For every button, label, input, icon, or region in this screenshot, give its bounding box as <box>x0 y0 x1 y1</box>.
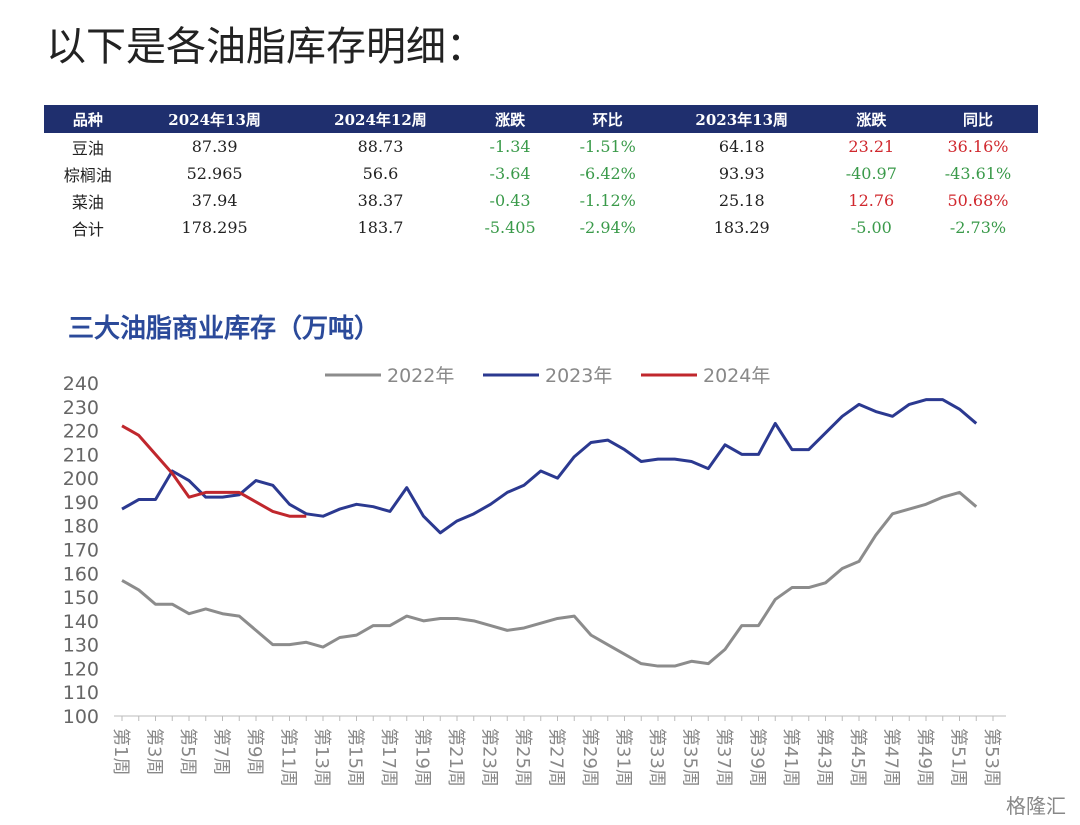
x-tick-label: 第47周 <box>881 728 902 787</box>
x-tick-label: 第43周 <box>814 728 835 787</box>
x-tick-label: 第29周 <box>579 728 600 787</box>
x-tick-label: 第45周 <box>847 728 868 787</box>
x-tick-label: 第17周 <box>378 728 399 787</box>
table-cell: -1.34 <box>489 137 531 156</box>
y-tick-label: 240 <box>63 373 99 395</box>
heading: 以下是各油脂库存明细： <box>46 24 486 70</box>
table-cell: 87.39 <box>191 137 238 156</box>
x-tick-label: 第25周 <box>512 728 533 787</box>
legend-label: 2022年 <box>387 365 454 387</box>
table-cell: 183.29 <box>713 218 770 237</box>
series-line <box>121 424 307 518</box>
table-cell: 棕榈油 <box>63 165 112 185</box>
x-tick-label: 第31周 <box>613 728 634 787</box>
table-cell: -5.405 <box>484 218 536 237</box>
column-header: 涨跌 <box>824 105 918 133</box>
x-tick-label: 第33周 <box>646 728 667 787</box>
table-cell: -1.51% <box>579 137 636 156</box>
table-row: 合计 178.295 183.7 -5.405 -2.94% 183.29 -5.00 -2.… <box>44 214 1038 241</box>
table-cell: -5.00 <box>850 218 892 237</box>
table-row: 菜油 37.94 38.37 -0.43 -1.12% 25.18 12.76 50.68% <box>44 187 1038 214</box>
x-tick-label: 第37周 <box>713 728 734 787</box>
series-line <box>121 490 978 668</box>
x-tick-label: 第23周 <box>479 728 500 787</box>
y-tick-label: 130 <box>63 635 99 657</box>
y-tick-label: 100 <box>63 706 99 728</box>
x-tick-label: 第7周 <box>211 728 232 775</box>
table-cell: 38.37 <box>357 191 404 210</box>
table-cell: -43.61% <box>944 164 1012 183</box>
x-tick-label: 第11周 <box>278 728 299 787</box>
column-header: 涨跌 <box>463 105 557 133</box>
column-header: 2024年13周 <box>131 105 298 133</box>
inventory-table: 品种 2024年13周 2024年12周 涨跌 环比 2023年13周 涨跌 同比 豆油 87.3… <box>44 105 1038 241</box>
table-cell: 豆油 <box>71 138 104 158</box>
table-cell: 合计 <box>71 219 104 239</box>
x-tick-label: 第9周 <box>244 728 265 775</box>
y-tick-label: 110 <box>63 682 99 704</box>
x-tick-label: 第13周 <box>311 728 332 787</box>
x-tick-label: 第19周 <box>412 728 433 787</box>
y-tick-label: 160 <box>63 563 99 585</box>
x-tick-label: 第39周 <box>747 728 768 787</box>
table-cell: -40.97 <box>845 164 897 183</box>
table-cell: 93.93 <box>718 164 765 183</box>
x-tick-label: 第15周 <box>345 728 366 787</box>
table-cell: 12.76 <box>848 191 895 210</box>
y-tick-label: 210 <box>63 444 99 466</box>
x-tick-label: 第51周 <box>948 728 969 787</box>
x-tick-label: 第27周 <box>546 728 567 787</box>
y-tick-label: 190 <box>63 492 99 514</box>
table-cell: 64.18 <box>718 137 765 156</box>
table-row: 棕榈油 52.965 56.6 -3.64 -6.42% 93.93 -40.97 -43.6… <box>44 160 1038 187</box>
table-cell: 菜油 <box>71 192 104 212</box>
table-cell: 183.7 <box>357 218 404 237</box>
x-tick-label: 第3周 <box>144 728 165 775</box>
x-tick-label: 第35周 <box>680 728 701 787</box>
legend-label: 2023年 <box>545 365 612 387</box>
y-tick-label: 220 <box>63 421 99 443</box>
table-row: 豆油 87.39 88.73 -1.34 -1.51% 64.18 23.21 36.16% <box>44 133 1038 160</box>
table-cell: -1.12% <box>579 191 636 210</box>
table-cell: 36.16% <box>947 137 1009 156</box>
chart-title: 三大油脂商业库存（万吨） <box>68 313 380 344</box>
x-tick-label: 第49周 <box>914 728 935 787</box>
table-cell: 88.73 <box>357 137 404 156</box>
column-header: 同比 <box>917 105 1038 133</box>
table-cell: 52.965 <box>186 164 243 183</box>
table-cell: -6.42% <box>579 164 636 183</box>
table-cell: 178.295 <box>181 218 248 237</box>
table-cell: -2.73% <box>949 218 1007 237</box>
legend-label: 2024年 <box>703 365 770 387</box>
table-cell: 23.21 <box>848 137 895 156</box>
y-tick-label: 170 <box>63 540 99 562</box>
x-tick-label: 第41周 <box>780 728 801 787</box>
x-tick-label: 第5周 <box>177 728 198 775</box>
watermark: 格隆汇 <box>1006 794 1066 818</box>
x-tick-label: 第21周 <box>445 728 466 787</box>
table-cell: 50.68% <box>947 191 1009 210</box>
y-tick-label: 200 <box>63 468 99 490</box>
table-cell: -2.94% <box>579 218 636 237</box>
x-tick-label: 第1周 <box>110 728 131 775</box>
table-cell: 25.18 <box>718 191 765 210</box>
table-cell: -0.43 <box>489 191 531 210</box>
y-tick-label: 120 <box>63 658 99 680</box>
y-tick-label: 140 <box>63 611 99 633</box>
column-header: 2024年12周 <box>297 105 464 133</box>
x-tick-label: 第53周 <box>981 728 1002 787</box>
table-cell: 37.94 <box>191 191 238 210</box>
column-header: 环比 <box>556 105 659 133</box>
y-tick-label: 180 <box>63 516 99 538</box>
column-header: 品种 <box>44 105 132 133</box>
y-tick-label: 150 <box>63 587 99 609</box>
chart: 三大油脂商业库存（万吨） 100110120130140150160170180… <box>63 313 1006 787</box>
table-cell: 56.6 <box>362 164 399 183</box>
column-header: 2023年13周 <box>658 105 825 133</box>
y-tick-label: 230 <box>63 397 99 419</box>
series-line <box>121 398 978 535</box>
table-cell: -3.64 <box>489 164 531 183</box>
